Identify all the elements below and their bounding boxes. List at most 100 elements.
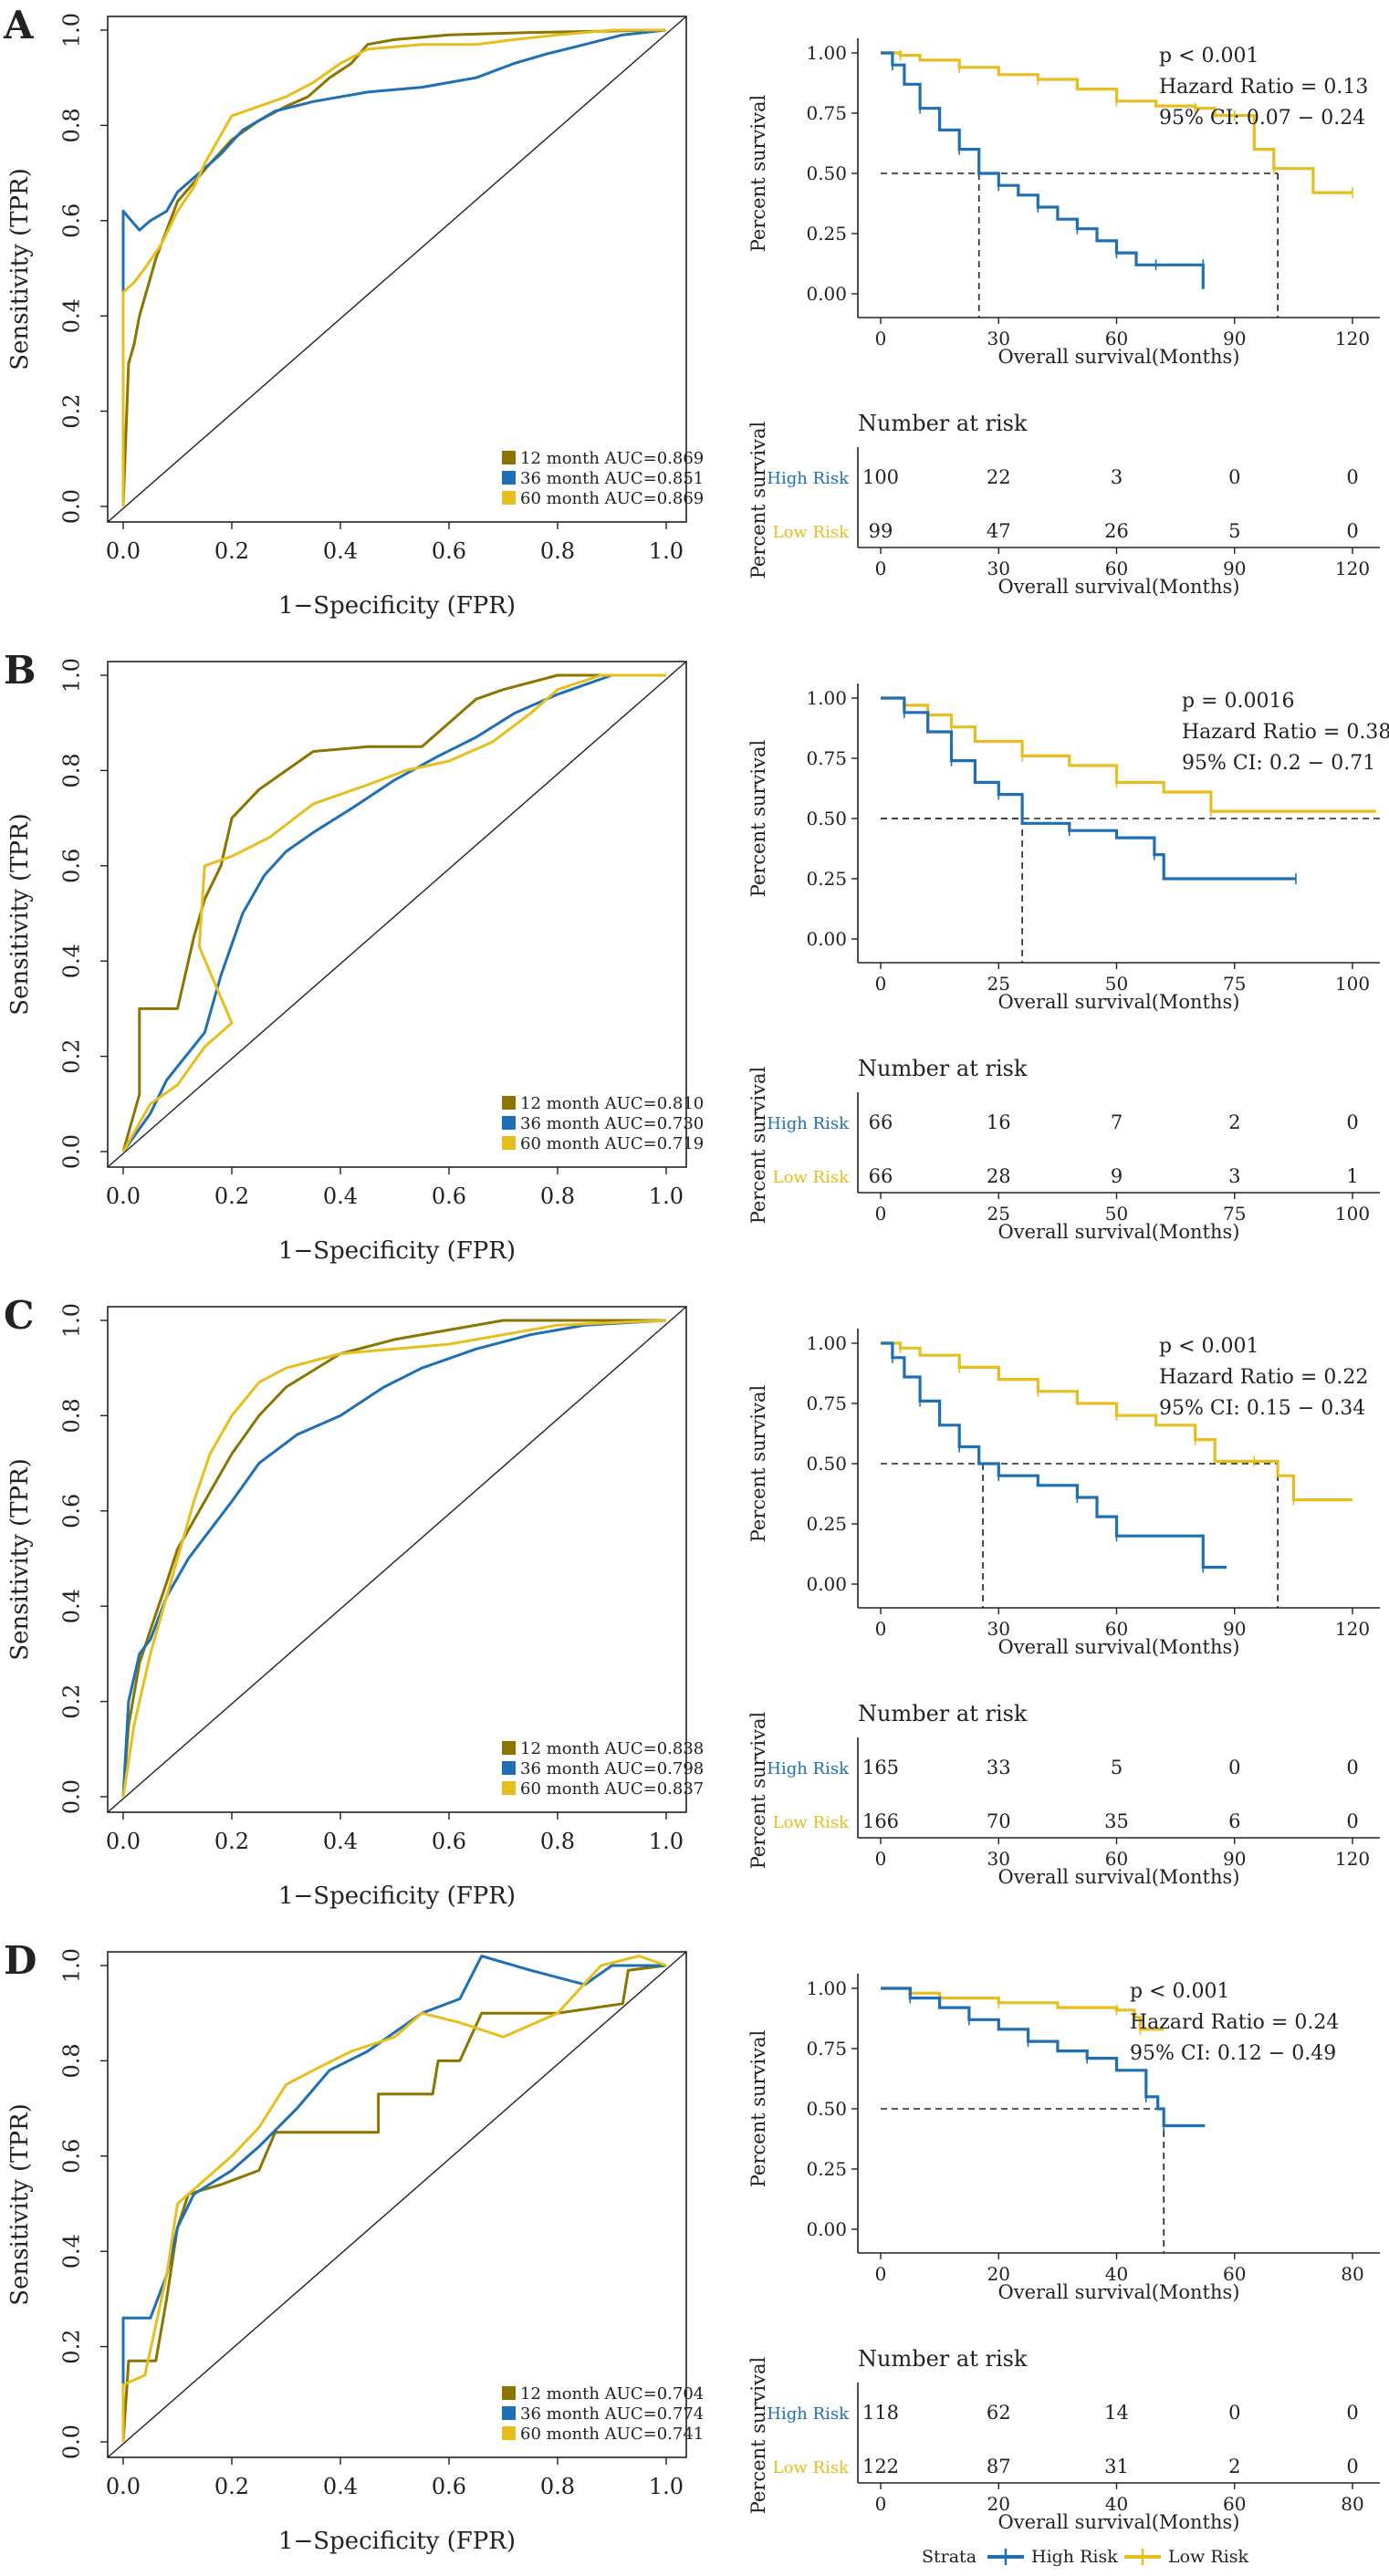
km-x-tick-label: 60 <box>1223 2263 1246 2285</box>
km-x-tick-label: 30 <box>987 328 1010 349</box>
km-y-tick-label: 0.50 <box>806 2098 847 2120</box>
risk-high-count: 0 <box>1228 1757 1240 1778</box>
risk-low-count: 2 <box>1228 2456 1240 2477</box>
roc-x-tick-label: 0.4 <box>323 1184 358 1209</box>
roc-y-tick-label: 0.8 <box>59 108 85 142</box>
roc-legend-swatch <box>502 2406 516 2420</box>
risk-low-count: 99 <box>869 520 893 542</box>
risk-table-y-title: Percent survival <box>747 2356 769 2514</box>
risk-high-count: 14 <box>1104 2402 1129 2424</box>
roc-y-tick-label: 0.4 <box>59 298 85 333</box>
km-x-tick-label: 0 <box>875 973 887 995</box>
risk-x-tick-label: 0 <box>875 1203 887 1225</box>
panel-d: D 0.0 0.0 0.2 0.2 0.4 0.4 0.6 0.6 0.8 0.8 1.0 1.0 1−S… <box>4 1938 1380 2555</box>
panel-c: C 0.0 0.0 0.2 0.2 0.4 0.4 0.6 0.6 0.8 0.8 1.0 1.0 1−S… <box>4 1293 1380 1910</box>
roc-y-tick-label: 1.0 <box>59 13 85 47</box>
km-x-tick-label: 0 <box>875 1618 887 1640</box>
km-annotation: p < 0.001 <box>1159 1335 1258 1358</box>
roc-y-tick-label: 0.8 <box>59 2043 85 2078</box>
risk-low-count: 9 <box>1111 1165 1123 1187</box>
km-y-tick-label: 0.00 <box>806 1573 847 1595</box>
roc-y-axis-title: Sensitivity (TPR) <box>6 168 34 370</box>
risk-low-count: 26 <box>1104 520 1129 542</box>
risk-low-count: 0 <box>1346 1810 1358 1832</box>
roc-diagonal <box>107 661 687 1168</box>
risk-x-tick-label: 120 <box>1335 1848 1370 1870</box>
km-annotation: Hazard Ratio = 0.38 <box>1182 721 1389 744</box>
km-y-tick-label: 1.00 <box>806 42 847 64</box>
risk-low-count: 70 <box>987 1810 1011 1832</box>
roc-plot-frame <box>107 1306 687 1813</box>
km-x-tick-label: 50 <box>1105 973 1128 995</box>
risk-x-tick-label: 20 <box>987 2493 1010 2515</box>
roc-x-tick-label: 0.6 <box>432 1184 466 1209</box>
risk-x-tick-label: 50 <box>1105 1203 1128 1225</box>
roc-legend-label: 60 month AUC=0.869 <box>520 489 704 508</box>
risk-high-count: 16 <box>987 1111 1011 1133</box>
roc-y-tick-label: 0.0 <box>59 1134 85 1169</box>
roc-curve-36-month <box>121 673 666 1152</box>
risk-x-axis-title: Overall survival(Months) <box>998 2511 1240 2533</box>
roc-plot-frame <box>107 16 687 523</box>
km-y-axis-title: Percent survival <box>747 739 769 897</box>
risk-high-count: 2 <box>1228 1111 1240 1133</box>
roc-y-tick-label: 0.6 <box>59 2139 85 2174</box>
panel-b: B 0.0 0.0 0.2 0.2 0.4 0.4 0.6 0.6 0.8 0.8 1.0 1.0 1−S… <box>4 648 1389 1265</box>
km-y-tick-label: 0.00 <box>806 928 847 950</box>
risk-low-count: 35 <box>1104 1810 1129 1832</box>
risk-table-title: Number at risk <box>858 2346 1028 2372</box>
roc-legend-label: 36 month AUC=0.798 <box>520 1759 704 1778</box>
roc-curve-12-month <box>121 28 667 507</box>
km-curve-high-risk <box>881 1341 1227 1570</box>
risk-high-count: 62 <box>987 2402 1011 2424</box>
roc-curve-60-month <box>121 673 666 1152</box>
roc-diagonal <box>107 1951 687 2458</box>
km-y-axis-title: Percent survival <box>747 94 769 252</box>
roc-curve-36-month <box>121 1319 667 1798</box>
risk-row-low-label: Low Risk <box>773 1168 850 1187</box>
km-x-axis-title: Overall survival(Months) <box>998 1636 1240 1658</box>
km-x-tick-label: 100 <box>1335 973 1370 995</box>
km-curve-low-risk <box>881 1987 1164 2031</box>
roc-y-tick-label: 0.4 <box>59 2234 85 2268</box>
roc-y-tick-label: 0.2 <box>59 394 85 429</box>
risk-row-high-label: High Risk <box>767 469 850 488</box>
roc-curve-12-month <box>121 1319 666 1798</box>
roc-y-tick-label: 1.0 <box>59 1948 85 1983</box>
risk-high-count: 33 <box>987 1757 1011 1778</box>
km-x-tick-label: 60 <box>1105 328 1128 349</box>
roc-x-axis-title: 1−Specificity (FPR) <box>278 2528 516 2555</box>
roc-x-tick-label: 0.2 <box>214 1829 249 1854</box>
roc-legend-label: 36 month AUC=0.730 <box>520 1114 704 1133</box>
risk-high-count: 7 <box>1111 1111 1123 1133</box>
roc-curve-36-month <box>121 1955 666 2442</box>
roc-y-tick-label: 0.8 <box>59 753 85 787</box>
roc-x-axis-title: 1−Specificity (FPR) <box>278 1882 516 1910</box>
roc-legend-label: 12 month AUC=0.704 <box>520 2384 704 2404</box>
risk-row-high-label: High Risk <box>767 1114 850 1133</box>
panel-label: C <box>4 1293 34 1338</box>
risk-table-y-title: Percent survival <box>747 421 769 579</box>
panel-label: A <box>3 3 35 47</box>
risk-x-tick-label: 30 <box>987 1848 1010 1870</box>
risk-x-tick-label: 0 <box>875 558 887 579</box>
km-curve-high-risk <box>881 51 1205 289</box>
roc-y-tick-label: 0.0 <box>59 1779 85 1814</box>
roc-curve-60-month <box>121 1955 667 2442</box>
km-annotation: p < 0.001 <box>1159 45 1258 68</box>
risk-low-count: 0 <box>1346 520 1358 542</box>
km-curve-low-risk <box>881 696 1376 813</box>
risk-high-count: 0 <box>1346 1111 1358 1133</box>
roc-x-tick-label: 0.6 <box>432 538 466 564</box>
roc-x-tick-label: 0.4 <box>323 2474 358 2499</box>
km-annotation: 95% CI: 0.07 − 0.24 <box>1159 107 1365 130</box>
roc-legend-label: 60 month AUC=0.719 <box>520 1134 704 1153</box>
roc-diagonal <box>107 1306 687 1813</box>
km-y-tick-label: 0.50 <box>806 808 847 829</box>
km-x-tick-label: 25 <box>987 973 1010 995</box>
risk-row-low-label: Low Risk <box>773 1813 850 1832</box>
roc-legend-swatch <box>502 1096 516 1110</box>
risk-table-title: Number at risk <box>858 1701 1028 1726</box>
km-x-tick-label: 90 <box>1223 328 1246 349</box>
